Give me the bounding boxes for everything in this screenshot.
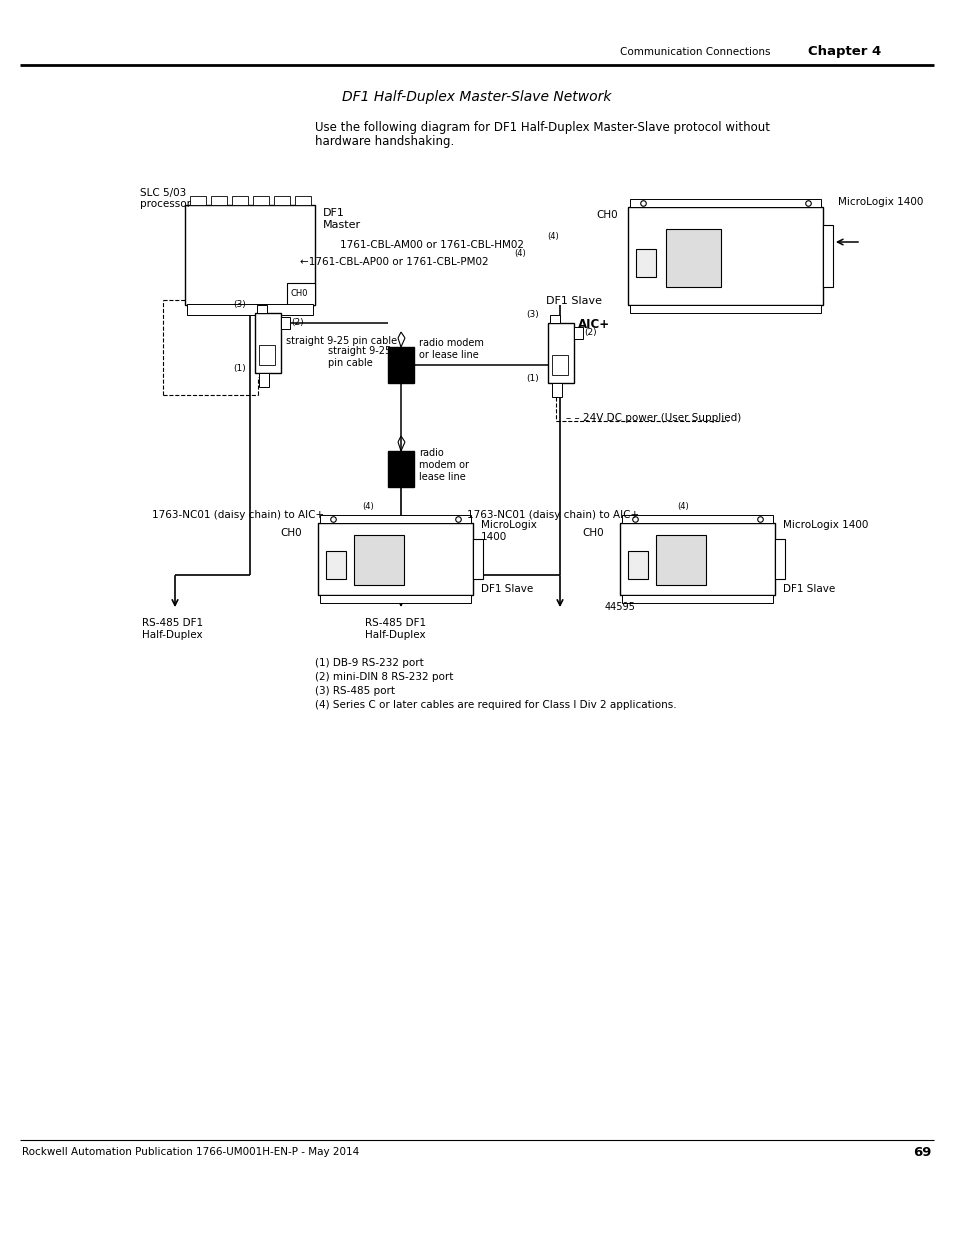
Text: lease line: lease line <box>418 472 465 482</box>
Bar <box>254 312 281 373</box>
Bar <box>190 196 206 205</box>
Text: 1763-NC01 (daisy chain) to AIC+: 1763-NC01 (daisy chain) to AIC+ <box>152 510 324 520</box>
Text: DF1 Half-Duplex Master-Slave Network: DF1 Half-Duplex Master-Slave Network <box>342 90 611 104</box>
Text: 1763-NC01 (daisy chain) to AIC+: 1763-NC01 (daisy chain) to AIC+ <box>467 510 639 520</box>
Text: hardware handshaking.: hardware handshaking. <box>314 136 454 148</box>
Bar <box>354 535 403 585</box>
Text: (4): (4) <box>546 232 558 241</box>
Text: straight 9-25 pin cable: straight 9-25 pin cable <box>286 336 396 346</box>
Bar <box>281 317 290 329</box>
Text: RS-485 DF1: RS-485 DF1 <box>365 618 426 629</box>
Bar <box>232 196 248 205</box>
Bar <box>253 196 269 205</box>
Text: or lease line: or lease line <box>418 350 478 359</box>
Bar <box>319 515 471 522</box>
Bar <box>185 205 314 305</box>
Text: CH0: CH0 <box>291 289 308 299</box>
Text: MicroLogix 1400: MicroLogix 1400 <box>837 198 923 207</box>
Bar <box>326 551 346 579</box>
Text: 1400: 1400 <box>480 532 507 542</box>
Bar <box>187 304 313 315</box>
Bar <box>319 595 471 603</box>
Text: Rockwell Automation Publication 1766-UM001H-EN-P - May 2014: Rockwell Automation Publication 1766-UM0… <box>22 1147 359 1157</box>
Text: Use the following diagram for DF1 Half-Duplex Master-Slave protocol without: Use the following diagram for DF1 Half-D… <box>314 121 769 133</box>
Text: straight 9-25: straight 9-25 <box>328 346 391 356</box>
Bar <box>317 522 473 595</box>
Text: MicroLogix 1400: MicroLogix 1400 <box>782 520 867 530</box>
Text: DF1 Slave: DF1 Slave <box>782 584 835 594</box>
Bar <box>388 451 414 487</box>
Text: SLC 5/03: SLC 5/03 <box>140 188 186 198</box>
Text: pin cable: pin cable <box>328 358 373 368</box>
Bar <box>574 327 582 338</box>
Bar <box>621 595 772 603</box>
Bar <box>258 373 269 387</box>
Bar <box>629 305 821 312</box>
Text: (1) DB-9 RS-232 port: (1) DB-9 RS-232 port <box>314 658 423 668</box>
Bar <box>619 522 774 595</box>
Text: DF1 Slave: DF1 Slave <box>480 584 533 594</box>
Bar <box>211 196 227 205</box>
Text: (4): (4) <box>361 501 374 511</box>
Text: MicroLogix: MicroLogix <box>480 520 537 530</box>
Text: Communication Connections: Communication Connections <box>619 47 770 57</box>
Text: (4): (4) <box>677 501 688 511</box>
Text: radio modem: radio modem <box>418 338 483 348</box>
Text: (4) Series C or later cables are required for Class I Div 2 applications.: (4) Series C or later cables are require… <box>314 700 676 710</box>
Text: Master: Master <box>323 220 361 230</box>
Bar <box>473 538 482 579</box>
Bar <box>665 228 720 287</box>
Text: 44595: 44595 <box>604 601 636 613</box>
Text: (3): (3) <box>525 310 538 320</box>
Text: (3) RS-485 port: (3) RS-485 port <box>314 685 395 697</box>
Bar <box>552 383 561 396</box>
Text: CH0: CH0 <box>581 529 603 538</box>
Text: – – 24V DC power (User Supplied): – – 24V DC power (User Supplied) <box>565 412 740 424</box>
Bar <box>258 345 274 366</box>
Text: DF1: DF1 <box>323 207 345 219</box>
Text: Chapter 4: Chapter 4 <box>807 46 881 58</box>
Bar <box>621 515 772 522</box>
Text: (1): (1) <box>525 373 538 383</box>
Bar <box>627 207 822 305</box>
Text: AIC+: AIC+ <box>578 319 610 331</box>
Bar <box>636 249 656 277</box>
Text: (3): (3) <box>233 300 246 310</box>
Text: RS-485 DF1: RS-485 DF1 <box>142 618 203 629</box>
Bar <box>627 551 647 579</box>
Text: modem or: modem or <box>418 459 469 471</box>
Bar <box>552 354 567 375</box>
Text: CH0: CH0 <box>596 210 617 220</box>
Bar <box>822 225 832 287</box>
Text: Half-Duplex: Half-Duplex <box>365 630 425 640</box>
Text: ←1761-CBL-AP00 or 1761-CBL-PM02: ←1761-CBL-AP00 or 1761-CBL-PM02 <box>299 257 488 267</box>
Bar <box>294 196 311 205</box>
Bar <box>629 199 821 207</box>
Text: (1): (1) <box>233 363 246 373</box>
Bar <box>774 538 784 579</box>
Text: (2): (2) <box>583 329 596 337</box>
Text: 1761-CBL-AM00 or 1761-CBL-HM02: 1761-CBL-AM00 or 1761-CBL-HM02 <box>339 240 523 249</box>
Text: (4): (4) <box>514 249 525 258</box>
Text: radio: radio <box>418 448 443 458</box>
Bar <box>274 196 290 205</box>
Bar <box>388 347 414 383</box>
Bar <box>256 305 267 312</box>
Text: CH0: CH0 <box>280 529 301 538</box>
Bar <box>287 283 314 305</box>
Text: (2) mini-DIN 8 RS-232 port: (2) mini-DIN 8 RS-232 port <box>314 672 453 682</box>
Text: Half-Duplex: Half-Duplex <box>142 630 202 640</box>
Bar <box>547 324 574 383</box>
Bar <box>550 315 559 324</box>
Text: DF1 Slave: DF1 Slave <box>545 296 601 306</box>
Text: 69: 69 <box>913 1146 931 1158</box>
Text: processor: processor <box>140 199 191 209</box>
Text: (2): (2) <box>291 319 303 327</box>
Bar <box>656 535 705 585</box>
